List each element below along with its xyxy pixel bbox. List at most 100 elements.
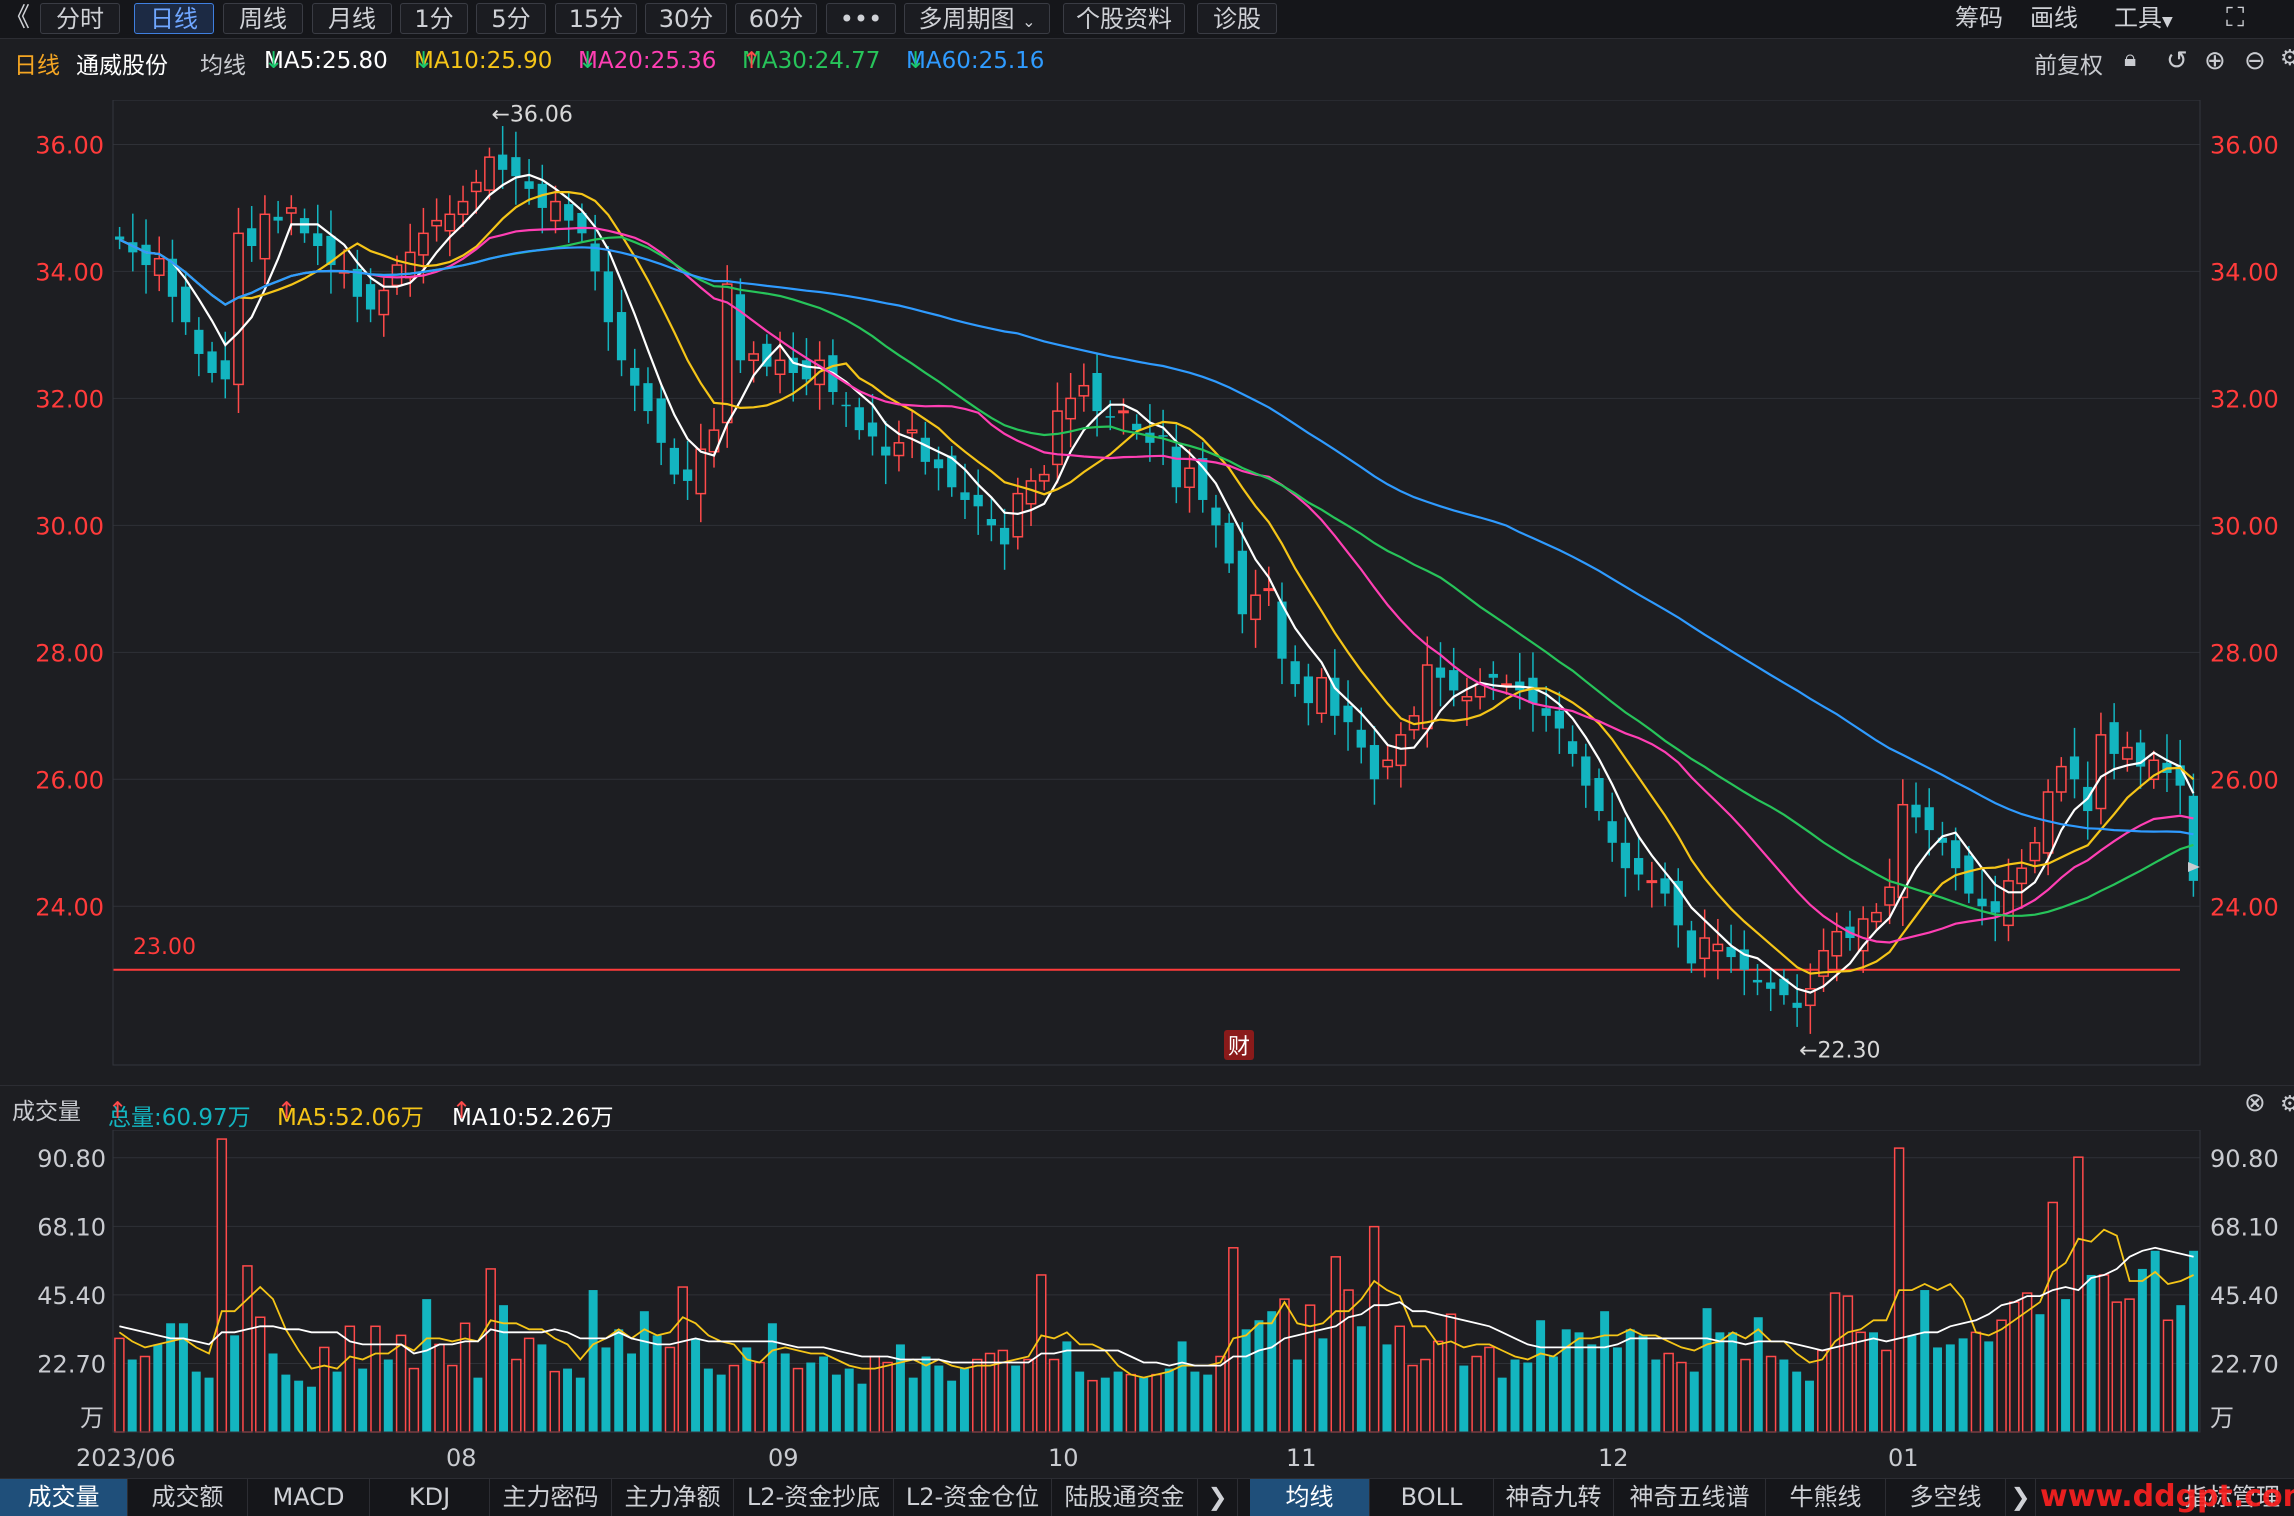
volume-bar: [1855, 1331, 1866, 1433]
stock-profile-button[interactable]: 个股资料: [1063, 3, 1185, 34]
candle-body: [999, 527, 1010, 545]
tab-l2-position[interactable]: L2-资金仓位: [894, 1479, 1052, 1516]
back-button[interactable]: 《: [3, 3, 30, 33]
tab-macd[interactable]: MACD: [248, 1479, 370, 1516]
zoom-in-icon[interactable]: ⊕: [2204, 46, 2226, 76]
candle-body: [920, 437, 930, 462]
volume-info-bar: 成交量 总量:60.97万 ↑ MA5:52.06万 ↑ MA10:52.26万 ↑ …: [0, 1085, 2294, 1131]
volume-bar: [319, 1346, 330, 1433]
tab-five-lines[interactable]: 神奇五线谱: [1614, 1479, 1766, 1516]
volume-bar: [1267, 1311, 1277, 1432]
candlestick-chart[interactable]: 24.00 26.00 28.00 30.00 32.00 34.00 36.00 24.0…: [0, 100, 2294, 1070]
tab-ma[interactable]: 均线: [1250, 1479, 1370, 1516]
chevron-right-icon[interactable]: ❯: [2006, 1479, 2036, 1516]
tab-60min[interactable]: 60分: [735, 3, 817, 34]
candle-body: [2148, 759, 2160, 781]
adjust-mode[interactable]: 前复权: [2034, 53, 2103, 79]
candle-body: [313, 233, 323, 247]
tab-rixian[interactable]: 日线: [134, 3, 214, 34]
date-tick: 11: [1286, 1444, 1317, 1472]
volume-bar: [1048, 1358, 1060, 1433]
volume-bar: [742, 1347, 752, 1432]
volume-bar: [1510, 1359, 1520, 1432]
draw-button[interactable]: 画线: [2030, 4, 2078, 32]
lock-icon[interactable]: 🔒︎: [2124, 46, 2137, 72]
fullscreen-icon[interactable]: ⛶: [2226, 3, 2245, 33]
tab-yuexian[interactable]: 月线: [312, 3, 392, 34]
volume-bar: [844, 1368, 854, 1432]
undo-icon[interactable]: ↺: [2166, 46, 2188, 76]
candle-body: [1145, 432, 1155, 443]
candle-body: [285, 207, 297, 214]
volume-bar: [1702, 1308, 1712, 1432]
candle-body: [1118, 410, 1129, 414]
volume-bar: [1728, 1332, 1738, 1432]
tab-main-net[interactable]: 主力净额: [612, 1479, 734, 1516]
volume-bar: [1933, 1347, 1943, 1432]
candle-body: [1449, 670, 1459, 691]
tab-bull-bear[interactable]: 牛熊线: [1766, 1479, 1886, 1516]
tab-fenshi[interactable]: 分时: [40, 3, 120, 34]
more-button[interactable]: •••: [826, 3, 896, 34]
tab-kdj[interactable]: KDJ: [370, 1479, 490, 1516]
volume-chart[interactable]: 22.70 45.40 68.10 90.80 万 22.70 45.40 68.10 90.…: [0, 1130, 2294, 1440]
candle-body: [564, 204, 574, 221]
volume-bar: [2176, 1305, 2186, 1432]
candle-body: [1804, 988, 1816, 1007]
price-tick-label: 26.00: [2210, 766, 2279, 794]
volume-bar: [2086, 1274, 2096, 1432]
volume-bar: [1907, 1335, 1917, 1432]
price-tick-label: 28.00: [2210, 639, 2279, 667]
ma30-line: [119, 235, 2194, 917]
tab-indicator-manage[interactable]: 指标管理: [2184, 1483, 2280, 1511]
zoom-out-icon[interactable]: ⊖: [2244, 46, 2266, 76]
gear-icon[interactable]: ⚙: [2280, 1092, 2294, 1117]
volume-bar: [831, 1374, 841, 1432]
tab-zhouxian[interactable]: 周线: [223, 3, 303, 34]
candle-body: [1686, 930, 1697, 964]
tab-l2-bottom[interactable]: L2-资金抄底: [734, 1479, 894, 1516]
tab-td9[interactable]: 神奇九转: [1494, 1479, 1614, 1516]
volume-bar: [1484, 1346, 1495, 1433]
volume-bar: [166, 1323, 176, 1432]
indicator-name[interactable]: 均线: [200, 53, 246, 79]
candle-body: [881, 446, 891, 456]
volume-bar: [1203, 1374, 1213, 1432]
date-tick: 09: [768, 1444, 799, 1472]
moving-average-lines: [119, 173, 2195, 994]
candle-body: [1290, 661, 1300, 685]
volume-bar: [1432, 1340, 1444, 1433]
volume-bar: [2162, 1319, 2174, 1433]
date-tick: 08: [446, 1444, 477, 1472]
tab-boll[interactable]: BOLL: [1370, 1479, 1494, 1516]
volume-bar: [1023, 1358, 1034, 1433]
candle-body: [524, 181, 534, 189]
close-icon[interactable]: ⊗: [2244, 1088, 2266, 1118]
tab-15min[interactable]: 15分: [555, 3, 637, 34]
tab-turnover[interactable]: 成交额: [128, 1479, 248, 1516]
chevron-right-icon[interactable]: ❯: [1198, 1479, 1238, 1516]
volume-bar: [1497, 1377, 1507, 1432]
tab-northbound[interactable]: 陆股通资金: [1052, 1479, 1198, 1516]
tab-main-code[interactable]: 主力密码: [490, 1479, 612, 1516]
tab-30min[interactable]: 30分: [645, 3, 727, 34]
high-price-label: ←36.06: [491, 102, 572, 127]
volume-bar: [1970, 1331, 1982, 1433]
candle-body: [431, 219, 442, 227]
volume-tick-label: 68.10: [37, 1213, 106, 1241]
tools-button[interactable]: 工具▼: [2114, 3, 2173, 34]
candle-body: [220, 360, 230, 380]
settings-icon[interactable]: ⚙: [2280, 46, 2294, 71]
tab-1min[interactable]: 1分: [400, 3, 468, 34]
volume-bar: [408, 1367, 420, 1433]
volume-title[interactable]: 成交量: [12, 1099, 81, 1125]
volume-plot-border: [112, 1130, 2201, 1433]
candle-body: [1078, 384, 1090, 397]
tab-5min[interactable]: 5分: [476, 3, 546, 34]
chips-button[interactable]: 筹码: [1955, 4, 2003, 32]
tab-volume[interactable]: 成交量: [0, 1479, 128, 1516]
volume-bar: [1561, 1329, 1571, 1432]
multi-period-dropdown[interactable]: 多周期图 ⌄: [904, 3, 1050, 34]
diagnose-button[interactable]: 诊股: [1197, 3, 1277, 34]
tab-long-short[interactable]: 多空线: [1886, 1479, 2006, 1516]
